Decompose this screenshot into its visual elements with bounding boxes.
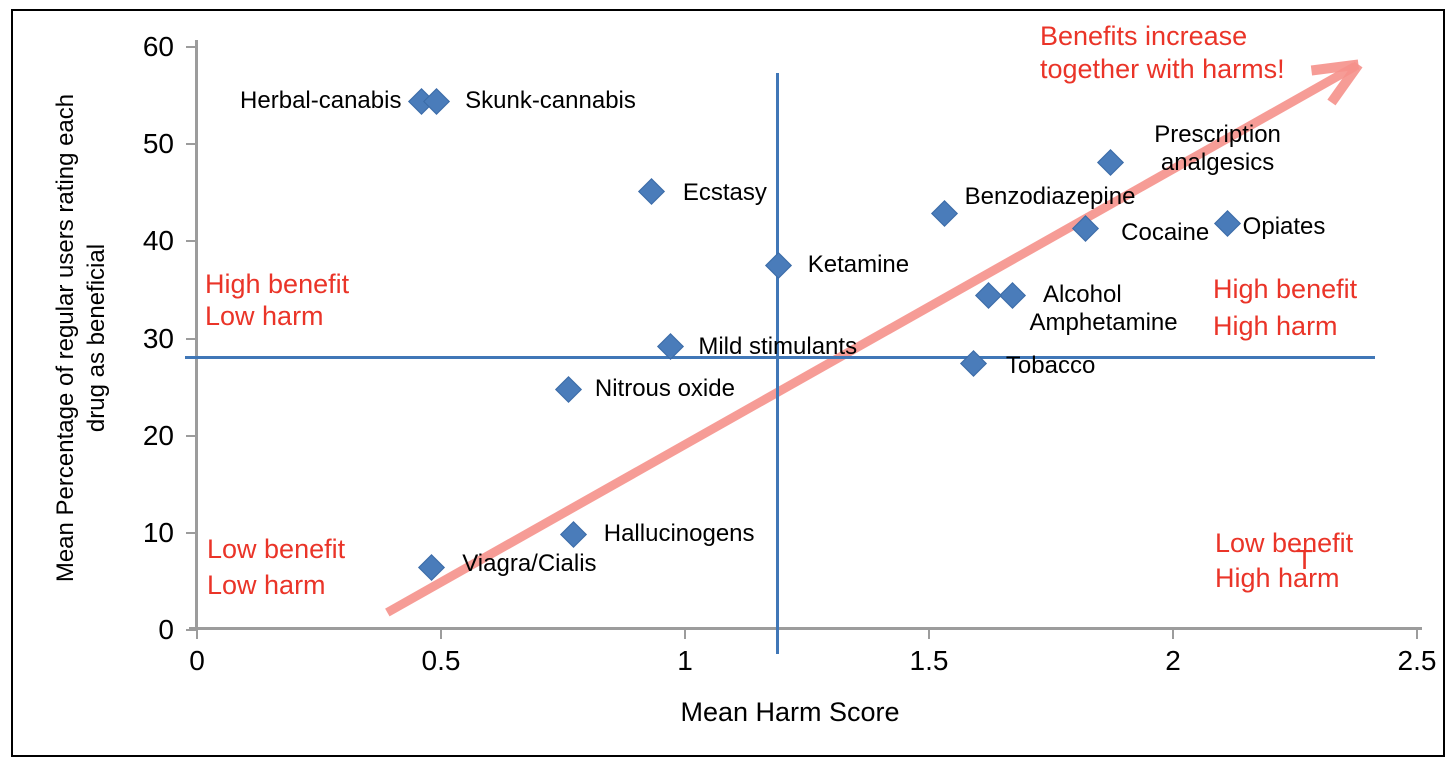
x-axis-tick-label: 0 [189,645,205,676]
y-axis-tick [186,531,196,534]
quadrant-label-line: High benefit [205,269,350,299]
data-point-label: Hallucinogens [603,519,755,547]
y-axis-tick-label: 40 [142,225,174,257]
data-point-label: Cocaine [1121,218,1210,246]
quadrant-label-line: High benefit [1213,274,1358,304]
data-point-marker [1213,209,1241,237]
arrow-annotation-line2: together with harms! [1040,54,1285,84]
stray-t-mark: T [1296,544,1314,575]
y-axis-tick [186,434,196,437]
y-axis-tick [186,46,196,48]
y-axis-tick-label: 50 [142,128,174,160]
x-axis-tick-label: 2.5 [1397,645,1437,676]
data-point-marker [559,520,587,548]
figure-border [11,9,1445,757]
y-axis-tick [186,240,196,243]
data-point-label: Ketamine [807,250,910,278]
x-axis-tick [1172,630,1174,639]
quadrant-label-line: High harm [1215,563,1340,593]
data-point-marker [418,553,446,581]
data-point-marker [1096,148,1124,176]
y-axis-title-line1: Mean Percentage of regular users rating … [52,93,79,583]
quadrant-label-line: High harm [1213,311,1338,341]
y-axis-tick-label: 0 [158,614,174,645]
x-axis-tick-label: 0.5 [421,645,461,676]
y-axis-tick-label: 20 [142,419,174,451]
data-point-label: Nitrous oxide [594,375,735,403]
data-point-label: Opiates [1242,212,1326,240]
data-point-marker [999,281,1026,309]
x-axis-tick [196,630,198,639]
data-point-label: Herbal-canabis [240,87,402,115]
y-axis-line [195,40,198,631]
quadrant-label-low-benefit-low-harm: Low benefit Low harm [207,531,345,603]
quadrant-label-high-benefit-low-harm: High benefit Low harm [205,268,349,332]
data-point-label-line: analgesics [1160,148,1275,176]
reference-line-horizontal [184,356,1376,360]
y-axis-tick-label: 30 [142,322,174,354]
data-point-marker [423,88,451,116]
data-point-marker [637,177,665,205]
data-point-marker [554,376,582,403]
data-point-label: Benzodiazepine [964,183,1136,211]
data-point-label: Skunk-cannabis [465,87,636,115]
arrow-annotation: Benefits increase together with harms! [1040,20,1285,86]
trend-arrow-barb [1310,59,1360,76]
data-point-marker [974,281,1002,309]
quadrant-label-line: Low harm [205,301,324,331]
y-axis-tick [186,629,196,631]
x-axis-line [189,627,1422,630]
x-axis-tick [1416,630,1418,639]
quadrant-label-line: Low benefit [207,534,346,564]
data-point-label: Mild stimulants [698,333,858,361]
y-axis-tick [186,143,196,146]
quadrant-label-line: Low harm [207,570,326,600]
quadrant-label-low-benefit-high-harm: Low benefit High harm [1215,526,1353,596]
x-axis-tick [684,630,686,639]
x-axis-tick [928,630,930,639]
quadrant-label-high-benefit-high-harm: High benefit High harm [1213,271,1357,345]
trend-arrow-barb [1327,61,1363,106]
data-point-label: Amphetamine [1029,308,1178,336]
y-axis-tick-label: 60 [142,31,174,62]
trend-arrow-shaft [385,62,1358,617]
data-point-label: Prescription analgesics [1154,121,1281,177]
data-point-marker [959,349,987,377]
y-axis-tick [186,337,196,340]
x-axis-title: Mean Harm Score [680,697,900,727]
x-axis-tick [440,630,442,639]
data-point-marker [1072,214,1100,242]
y-axis-title-line2: drug as beneficial [83,243,110,433]
x-axis-tick-label: 1.5 [909,645,949,676]
data-point-marker [764,251,792,279]
x-axis-tick-label: 1 [677,645,693,676]
arrow-annotation-line1: Benefits increase [1040,21,1248,51]
data-point-label: Alcohol [1042,280,1122,308]
data-point-label: Viagra/Cialis [462,549,597,577]
x-axis-tick-label: 2 [1165,645,1181,676]
data-point-label-line: Prescription [1154,120,1281,148]
data-point-label: Tobacco [1005,351,1096,379]
quadrant-label-line: Low benefit [1215,528,1354,558]
reference-line-vertical [776,73,780,655]
data-point-label: Ecstasy [682,178,767,206]
data-point-marker [930,200,958,228]
y-axis-tick-label: 10 [142,516,174,548]
